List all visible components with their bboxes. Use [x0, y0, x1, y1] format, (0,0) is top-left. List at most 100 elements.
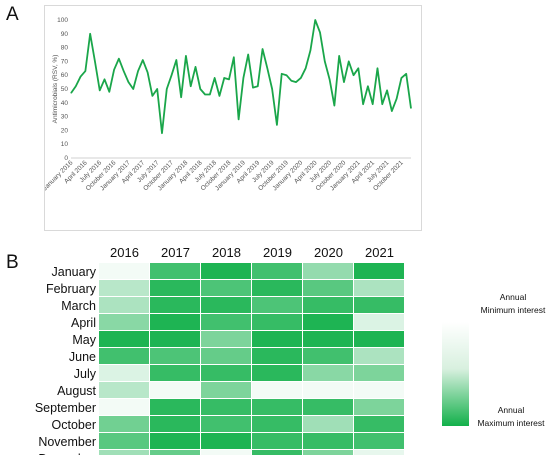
heatmap-cell [201, 382, 251, 398]
data-point [367, 85, 369, 87]
y-tick-label: 60 [61, 72, 69, 79]
heatmap-cell [150, 450, 200, 455]
data-point [161, 132, 163, 134]
heatmap-cell [99, 382, 149, 398]
data-point [262, 48, 263, 50]
row-label: October [52, 418, 96, 432]
data-point [310, 49, 311, 51]
heatmap-cell [99, 314, 149, 330]
data-point [372, 103, 374, 105]
heatmap-cell [252, 433, 302, 449]
heatmap-cell [150, 314, 200, 330]
heatmap-cell [99, 365, 149, 381]
data-point [185, 55, 187, 57]
data-point [286, 74, 287, 76]
heatmap-cell [150, 416, 200, 432]
data-point [70, 92, 72, 94]
heatmap-cell [303, 399, 353, 415]
column-header: 2016 [110, 245, 139, 260]
heatmap-cell [150, 263, 200, 279]
data-point [333, 105, 335, 106]
data-point [89, 33, 91, 35]
row-label: May [72, 333, 96, 347]
y-tick-label: 40 [61, 100, 69, 107]
data-point [343, 81, 345, 83]
row-label: July [74, 367, 97, 381]
heatmap-cell [252, 263, 302, 279]
heatmap-cell [150, 297, 200, 313]
data-point [152, 95, 153, 97]
heatmap-cell [99, 416, 149, 432]
heatmap-cell [150, 382, 200, 398]
heatmap-cell [252, 280, 302, 296]
row-label: January [52, 265, 97, 279]
panel-label-a: A [6, 4, 19, 25]
heatmap-cell [150, 399, 200, 415]
data-point [175, 59, 177, 61]
row-label: December [38, 452, 96, 455]
heatmap-cell [150, 365, 200, 381]
series-line [70, 19, 412, 135]
data-point [199, 88, 201, 90]
data-point [281, 73, 283, 75]
y-tick-label: 50 [61, 86, 69, 93]
data-point [396, 98, 398, 100]
data-point [295, 81, 297, 83]
legend-bottom-label-2: Maximum interest [477, 418, 545, 428]
data-point [252, 87, 254, 89]
data-point [348, 61, 350, 62]
legend-gradient-bar [442, 322, 469, 426]
heatmap-cell [303, 433, 353, 449]
data-point [238, 118, 240, 120]
data-point [142, 59, 144, 61]
heatmap-cell [201, 314, 251, 330]
heatmap-cell [354, 416, 404, 432]
heatmap-cell [252, 382, 302, 398]
data-point [108, 91, 110, 93]
heatmap-cell [201, 365, 251, 381]
data-point [80, 76, 81, 77]
heatmap-cell [99, 263, 149, 279]
data-point [386, 89, 388, 91]
heatmap-cell [354, 280, 404, 296]
y-tick-label: 0 [64, 155, 68, 162]
heatmap-cell [252, 348, 302, 364]
column-header: 2021 [365, 245, 394, 260]
data-point [405, 73, 407, 75]
heatmap-cell [354, 314, 404, 330]
y-tick-label: 30 [61, 114, 69, 121]
y-tick-label: 80 [61, 45, 69, 52]
data-point [204, 94, 206, 95]
heatmap-cell [354, 382, 404, 398]
data-point [401, 77, 402, 79]
heatmap-cell [99, 331, 149, 347]
heatmap-cell [252, 297, 302, 313]
data-point [75, 85, 77, 87]
heatmap-cell [99, 433, 149, 449]
data-point [338, 55, 340, 57]
row-label: March [61, 299, 96, 313]
heatmap-cell [303, 450, 353, 455]
heatmap-cell [150, 331, 200, 347]
heatmap-cell [354, 433, 404, 449]
data-point [324, 61, 326, 62]
column-header: 2017 [161, 245, 190, 260]
heatmap-cell [201, 331, 251, 347]
data-point [84, 70, 86, 72]
heatmap-cell [99, 450, 149, 455]
data-point [156, 88, 158, 90]
data-point [290, 80, 292, 82]
heatmap-cell [303, 416, 353, 432]
y-axis-label: Antimicrobials (RSV, %) [52, 55, 59, 124]
data-point [195, 66, 196, 68]
row-label: November [38, 435, 96, 449]
data-point [271, 88, 273, 90]
data-point [391, 110, 393, 112]
data-point [147, 72, 149, 73]
data-point [353, 74, 354, 76]
line-chart: 0 10 20 30 40 50 60 70 80 90 100 Antimicrobials (RS… [45, 17, 412, 192]
y-tick-label: 20 [61, 127, 69, 134]
heatmap-cell [252, 314, 302, 330]
heatmap-cell [252, 399, 302, 415]
data-point [257, 85, 259, 87]
